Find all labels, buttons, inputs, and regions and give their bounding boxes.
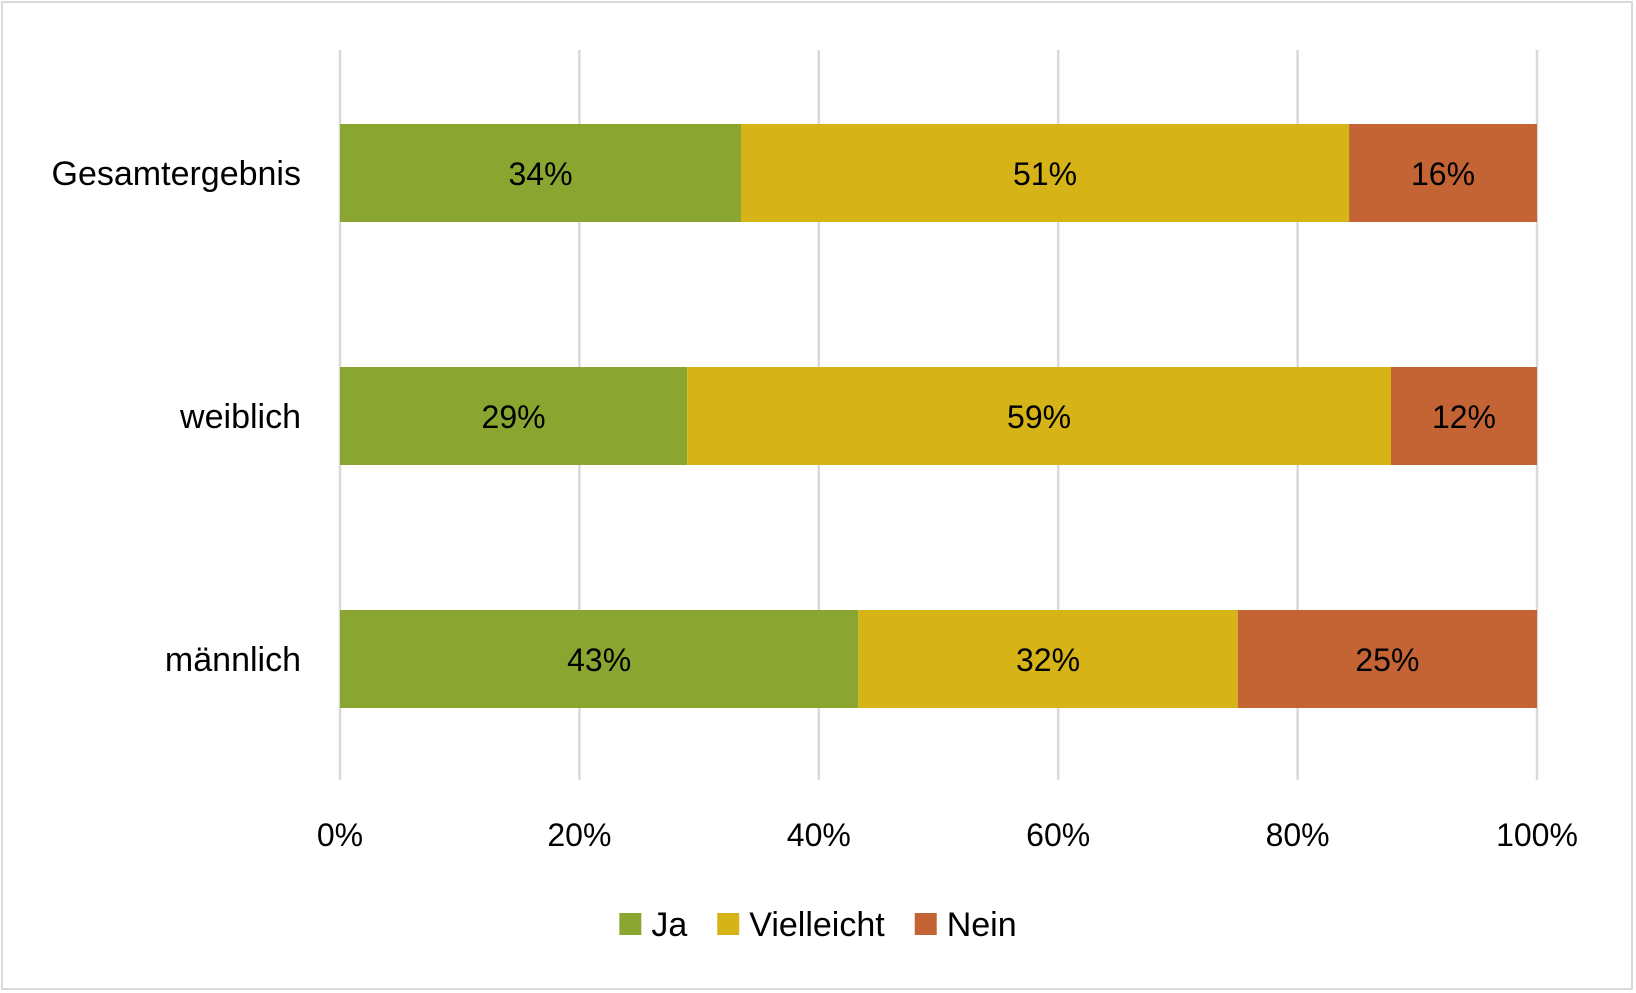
data-label: 51% — [1013, 156, 1077, 192]
category-label: weiblich — [179, 398, 301, 436]
data-label: 16% — [1411, 156, 1475, 192]
category-label: männlich — [165, 641, 301, 679]
legend-swatch-nein — [914, 913, 937, 935]
legend-swatch-vielleicht — [717, 913, 740, 935]
x-tick-label: 100% — [1496, 817, 1578, 853]
data-label: 34% — [508, 156, 572, 192]
x-tick-label: 60% — [1026, 817, 1090, 853]
category-label: Gesamtergebnis — [52, 155, 301, 193]
x-tick-label: 40% — [787, 817, 851, 853]
legend-label: Vielleicht — [749, 906, 885, 944]
bar-segment-nein — [1349, 124, 1537, 222]
data-label: 32% — [1016, 642, 1080, 678]
bar-segment-vielleicht — [740, 124, 1350, 222]
x-tick-label: 20% — [547, 817, 611, 853]
x-tick-label: 80% — [1266, 817, 1330, 853]
bar-segment-ja — [340, 610, 859, 708]
legend-label: Ja — [651, 906, 687, 944]
data-label: 29% — [482, 399, 546, 435]
data-label: 25% — [1355, 642, 1419, 678]
data-label: 43% — [567, 642, 631, 678]
data-label: 59% — [1007, 399, 1071, 435]
bar-segment-nein — [1237, 610, 1537, 708]
bar-segment-vielleicht — [858, 610, 1238, 708]
bar-segment-vielleicht — [687, 367, 1391, 465]
legend-label: Nein — [947, 906, 1017, 944]
bar-segment-nein — [1390, 367, 1537, 465]
x-tick-label: 0% — [317, 817, 363, 853]
bar-segment-ja — [340, 124, 741, 222]
bar-segment-ja — [340, 367, 688, 465]
data-label: 12% — [1432, 399, 1496, 435]
legend-swatch-ja — [619, 913, 642, 935]
